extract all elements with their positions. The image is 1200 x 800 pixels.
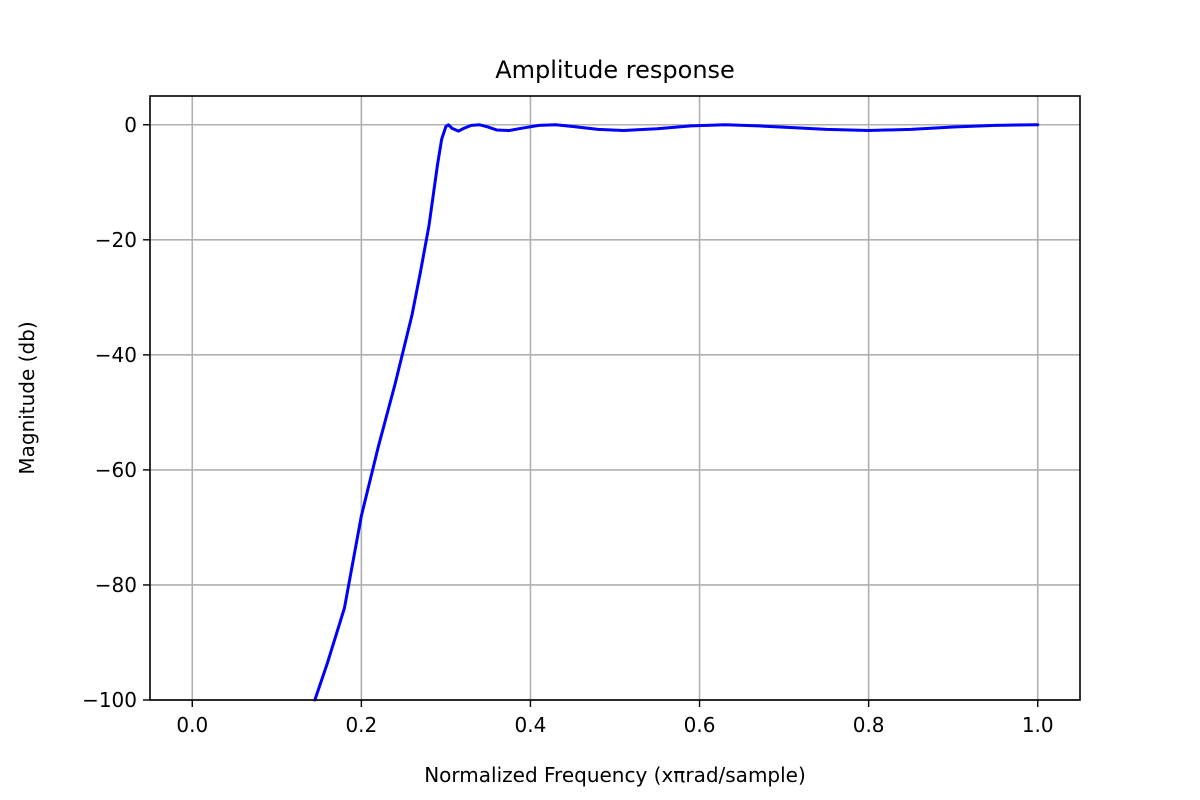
x-axis-label: Normalized Frequency (xπrad/sample)	[424, 763, 806, 787]
y-tick-label: −20	[95, 228, 137, 252]
x-tick-label: 0.8	[853, 713, 885, 737]
chart-title: Amplitude response	[495, 56, 735, 84]
x-tick-label: 0.0	[176, 713, 208, 737]
grid	[150, 96, 1080, 701]
x-tick-label: 0.2	[345, 713, 377, 737]
plot-frame	[149, 95, 1081, 701]
x-tick-label: 1.0	[1022, 713, 1054, 737]
x-tick-label: 0.6	[684, 713, 716, 737]
series-layer	[313, 123, 1040, 702]
y-tick-label: 0	[124, 113, 137, 137]
y-tick-label: −80	[95, 573, 137, 597]
y-axis-label: Magnitude (db)	[15, 321, 39, 474]
ticks: 0.0 0.2 0.4 0.6 0.8 1.0 0 −20 −40 −60 −80 −100	[82, 113, 1054, 737]
series-line	[313, 123, 1040, 702]
y-tick-label: −100	[82, 688, 137, 712]
y-tick-label: −40	[95, 343, 137, 367]
y-tick-label: −60	[95, 458, 137, 482]
x-tick-label: 0.4	[515, 713, 547, 737]
